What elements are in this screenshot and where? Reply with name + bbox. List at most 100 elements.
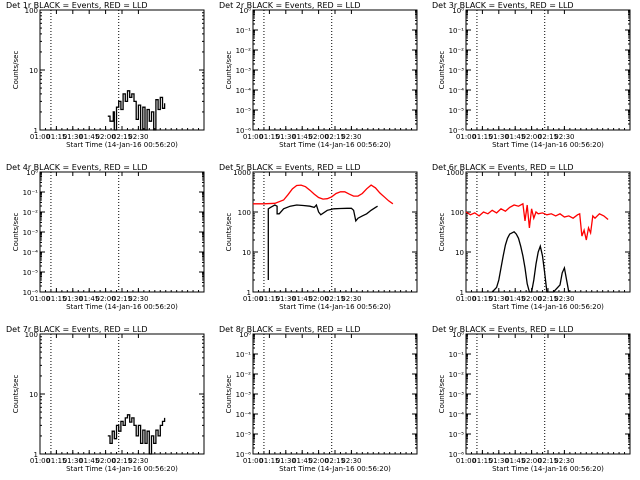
x-tick-label: 01:15 — [259, 133, 279, 141]
y-tick-label: 10⁻² — [449, 371, 465, 379]
x-tick-label: 01:00 — [30, 133, 50, 141]
x-tick-label: 02:00 — [309, 295, 329, 303]
x-tick-label: 02:15 — [112, 457, 132, 465]
x-tick-label: 01:00 — [243, 295, 263, 303]
x-tick-label: 01:00 — [30, 457, 50, 465]
y-tick-label: 10⁰ — [452, 7, 464, 15]
y-tick-label: 10⁻³ — [236, 67, 252, 75]
chart-panel-7: Det 7r BLACK = Events, RED = LLD01:0001:… — [6, 325, 205, 473]
x-tick-label: 01:00 — [456, 457, 476, 465]
y-axis-label: Counts/sec — [225, 375, 233, 414]
x-tick-label: 01:30 — [276, 457, 296, 465]
y-tick-label: 10⁻⁶ — [23, 289, 39, 297]
x-tick-label: 02:00 — [96, 133, 116, 141]
x-axis-label: Start Time (14-Jan-16 00:56:20) — [66, 303, 178, 311]
plot-frame — [465, 333, 631, 455]
y-tick-label: 10⁻² — [23, 209, 39, 217]
x-tick-label: 02:30 — [128, 295, 148, 303]
x-tick-label: 01:15 — [472, 133, 492, 141]
x-axis-label: Start Time (14-Jan-16 00:56:20) — [492, 141, 604, 149]
x-tick-label: 01:45 — [79, 457, 99, 465]
y-tick-label: 10⁻² — [236, 371, 252, 379]
y-tick-label: 10⁻¹ — [23, 189, 39, 197]
y-tick-label: 10⁻⁵ — [236, 107, 252, 115]
y-tick-label: 10⁻⁴ — [236, 411, 252, 419]
y-tick-label: 10⁻² — [449, 47, 465, 55]
chart-title: Det 8r BLACK = Events, RED = LLD — [219, 325, 361, 334]
x-tick-label: 02:00 — [522, 295, 542, 303]
x-tick-label: 02:30 — [128, 457, 148, 465]
y-tick-label: 10⁻⁵ — [449, 107, 465, 115]
x-tick-label: 01:30 — [276, 295, 296, 303]
chart-panel-1: Det 1r BLACK = Events, RED = LLD 01:00 01:… — [6, 1, 205, 149]
y-tick-label: 10⁻⁴ — [23, 249, 39, 257]
y-axis-label: Counts/sec — [225, 51, 233, 90]
y-tick-label: 10⁻¹ — [236, 27, 252, 35]
y-tick-label: 10⁰ — [452, 331, 464, 339]
y-tick-label: 100 — [238, 209, 251, 217]
plot-frame — [252, 333, 418, 455]
y-tick-label: 1000 — [233, 169, 251, 177]
y-tick-label: 1000 — [446, 169, 464, 177]
x-tick-label: 01:30 — [489, 457, 509, 465]
chart-panel-3: Det 3r BLACK = Events, RED = LLD01:0001:… — [432, 1, 631, 149]
y-axis-label: Counts/sec — [225, 213, 233, 252]
y-tick-label: 10⁻³ — [449, 67, 465, 75]
y-axis-label: Counts/sec — [438, 51, 446, 90]
y-tick-label: 10⁻⁶ — [236, 451, 252, 459]
x-axis-label: Start Time (14-Jan-16 00:56:20) — [492, 303, 604, 311]
chart-panel-2: Det 2r BLACK = Events, RED = LLD01:0001:… — [219, 1, 418, 149]
y-tick-label: 10⁻⁴ — [449, 87, 465, 95]
plot-frame — [252, 171, 418, 293]
y-axis-label: Counts/sec — [438, 213, 446, 252]
x-tick-label: 01:15 — [46, 457, 66, 465]
x-tick-label: 01:45 — [292, 133, 312, 141]
y-tick-label: 1 — [34, 451, 38, 459]
y-tick-label: 100 — [451, 209, 464, 217]
x-tick-label: 01:30 — [489, 133, 509, 141]
x-tick-label: 02:30 — [341, 457, 361, 465]
x-tick-label: 01:45 — [292, 295, 312, 303]
x-tick-label: 02:30 — [341, 133, 361, 141]
chart-title: Det 9r BLACK = Events, RED = LLD — [432, 325, 574, 334]
x-tick-label: 02:15 — [538, 457, 558, 465]
y-tick-label: 10 — [29, 391, 38, 399]
y-tick-label: 10⁻¹ — [449, 351, 465, 359]
y-tick-label: 10⁰ — [239, 7, 251, 15]
y-tick-label: 10⁰ — [239, 331, 251, 339]
x-tick-label: 02:00 — [96, 457, 116, 465]
y-tick-label: 100 — [25, 331, 38, 339]
x-tick-label: 02:00 — [309, 457, 329, 465]
x-axis-label: Start Time (14-Jan-16 00:56:20) — [66, 141, 178, 149]
plot-frame — [39, 333, 205, 455]
x-tick-label: 02:00 — [522, 457, 542, 465]
x-tick-label: 02:15 — [325, 133, 345, 141]
chart-panel-5: Det 5r BLACK = Events, RED = LLD01:0001:… — [219, 163, 418, 311]
plot-frame — [465, 9, 631, 131]
y-tick-label: 10⁻⁵ — [23, 269, 39, 277]
x-tick-label: 01:15 — [472, 457, 492, 465]
x-tick-label: 02:15 — [538, 295, 558, 303]
x-tick-label: 02:30 — [128, 133, 148, 141]
chart-title: Det 7r BLACK = Events, RED = LLD — [6, 325, 148, 334]
chart-panel-9: Det 9r BLACK = Events, RED = LLD01:0001:… — [432, 325, 631, 473]
events-series-line — [107, 90, 166, 131]
chart-panel-4: Det 4r BLACK = Events, RED = LLD01:0001:… — [6, 163, 205, 311]
x-tick-label: 02:15 — [112, 133, 132, 141]
chart-title: Det 1r BLACK = Events, RED = LLD — [6, 1, 148, 10]
y-tick-label: 10⁻⁴ — [449, 411, 465, 419]
y-tick-label: 10⁻⁵ — [449, 431, 465, 439]
x-tick-label: 01:15 — [472, 295, 492, 303]
x-tick-label: 02:30 — [341, 295, 361, 303]
x-tick-label: 02:30 — [554, 457, 574, 465]
x-tick-label: 01:45 — [79, 133, 99, 141]
x-tick-label: 01:15 — [259, 457, 279, 465]
x-tick-label: 01:45 — [505, 133, 525, 141]
x-axis-label: Start Time (14-Jan-16 00:56:20) — [279, 465, 391, 473]
y-tick-label: 10⁻² — [236, 47, 252, 55]
y-tick-label: 10 — [455, 249, 464, 257]
y-tick-label: 10⁻⁶ — [449, 127, 465, 135]
x-tick-label: 01:00 — [456, 295, 476, 303]
y-tick-label: 1 — [460, 289, 464, 297]
